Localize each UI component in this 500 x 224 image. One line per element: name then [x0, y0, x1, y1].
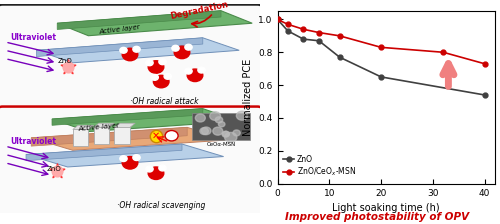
Y-axis label: Normalized PCE: Normalized PCE [242, 59, 252, 136]
Circle shape [222, 131, 229, 137]
Polygon shape [31, 127, 187, 146]
Polygon shape [114, 127, 130, 144]
Polygon shape [94, 123, 114, 127]
ZnO [378, 75, 384, 78]
Text: ·OH radical scavenging: ·OH radical scavenging [117, 201, 206, 210]
Text: ZnO: ZnO [57, 58, 72, 64]
Circle shape [202, 127, 211, 135]
Circle shape [146, 60, 153, 66]
Circle shape [210, 112, 220, 120]
Circle shape [200, 128, 208, 135]
Circle shape [215, 117, 222, 123]
Circle shape [159, 59, 166, 65]
Polygon shape [36, 38, 239, 63]
Circle shape [164, 73, 172, 79]
Polygon shape [31, 127, 229, 150]
Circle shape [213, 127, 223, 135]
FancyBboxPatch shape [0, 107, 262, 215]
Text: CeOα-MSN: CeOα-MSN [206, 142, 236, 147]
Circle shape [224, 132, 237, 142]
Circle shape [233, 130, 240, 136]
Circle shape [198, 67, 205, 73]
Line: ZnO: ZnO [275, 17, 487, 97]
Polygon shape [36, 38, 203, 56]
Text: Improved photostability of OPV: Improved photostability of OPV [286, 212, 470, 222]
Circle shape [133, 155, 140, 161]
Point [53, 169, 61, 173]
Circle shape [148, 167, 164, 179]
Point [53, 169, 61, 173]
Polygon shape [114, 123, 135, 127]
Polygon shape [52, 109, 203, 125]
ZnO [300, 38, 306, 41]
Text: Ultraviolet: Ultraviolet [10, 138, 56, 146]
Circle shape [218, 122, 225, 127]
ZnO [336, 56, 342, 58]
FancyBboxPatch shape [0, 4, 262, 111]
ZnO [285, 30, 291, 32]
Polygon shape [73, 125, 94, 129]
Circle shape [172, 45, 179, 51]
Circle shape [120, 47, 127, 53]
Text: Active layer: Active layer [99, 24, 140, 35]
Legend: ZnO, ZnO/CeO$_x$-MSN: ZnO, ZnO/CeO$_x$-MSN [282, 153, 358, 180]
Text: Degradation: Degradation [169, 0, 228, 21]
Text: ZnO: ZnO [47, 166, 62, 172]
Polygon shape [26, 144, 224, 167]
Circle shape [133, 46, 140, 52]
FancyBboxPatch shape [192, 113, 250, 140]
Text: ✕: ✕ [152, 131, 160, 141]
Circle shape [174, 46, 190, 59]
Polygon shape [26, 144, 182, 161]
Polygon shape [94, 127, 109, 144]
Polygon shape [73, 129, 88, 146]
Text: Active layer: Active layer [78, 123, 120, 132]
Text: ·OH radical attack: ·OH radical attack [130, 97, 198, 106]
Polygon shape [57, 11, 221, 30]
Circle shape [146, 166, 153, 172]
Circle shape [151, 74, 158, 80]
Circle shape [148, 61, 164, 73]
Circle shape [154, 75, 169, 88]
Circle shape [165, 131, 178, 141]
Circle shape [185, 44, 192, 50]
Point [64, 65, 72, 69]
Circle shape [159, 165, 166, 171]
Polygon shape [57, 11, 252, 36]
Circle shape [122, 157, 138, 169]
ZnO [316, 39, 322, 42]
Circle shape [196, 114, 205, 122]
Point [64, 65, 72, 69]
Point [152, 134, 160, 138]
ZnO [482, 94, 488, 96]
Circle shape [222, 131, 230, 137]
Polygon shape [52, 109, 239, 131]
Circle shape [185, 68, 192, 74]
Circle shape [236, 111, 248, 120]
Text: Ultraviolet: Ultraviolet [10, 33, 56, 42]
X-axis label: Light soaking time (h): Light soaking time (h) [332, 203, 440, 213]
Circle shape [187, 69, 203, 82]
Circle shape [122, 48, 138, 61]
Circle shape [120, 156, 127, 162]
ZnO [274, 18, 280, 21]
